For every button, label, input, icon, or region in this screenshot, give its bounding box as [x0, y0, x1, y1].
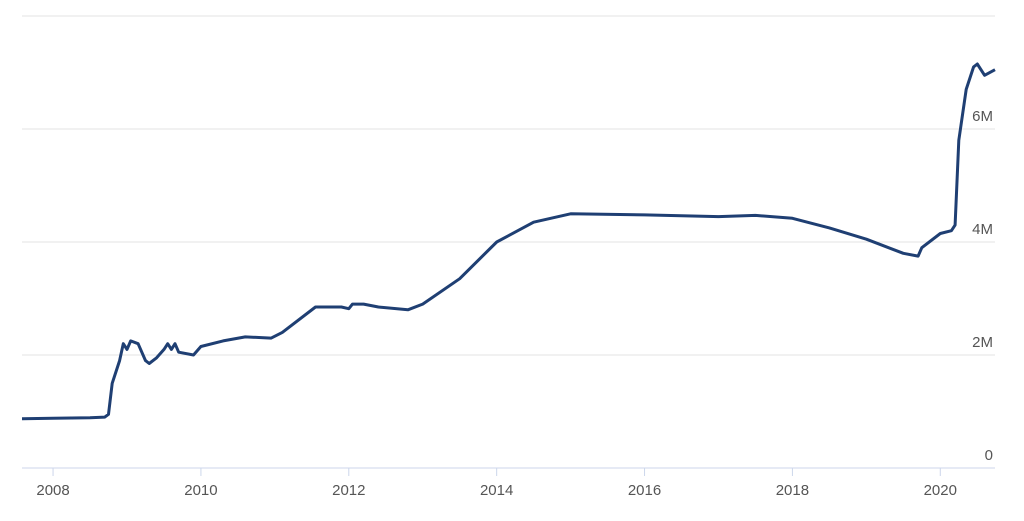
x-tick-label: 2016 — [628, 482, 661, 499]
x-tick-label: 2020 — [924, 482, 957, 499]
x-tick-label: 2010 — [184, 482, 217, 499]
y-tick-label: 0 — [985, 447, 993, 464]
x-tick-label: 2014 — [480, 482, 513, 499]
y-tick-label: 2M — [972, 334, 993, 351]
x-tick-label: 2012 — [332, 482, 365, 499]
y-tick-label: 6M — [972, 108, 993, 125]
line-series — [21, 62, 996, 421]
x-tick-label: 2018 — [776, 482, 809, 499]
y-tick-label: 4M — [972, 221, 993, 238]
x-tick-label: 2008 — [36, 482, 69, 499]
